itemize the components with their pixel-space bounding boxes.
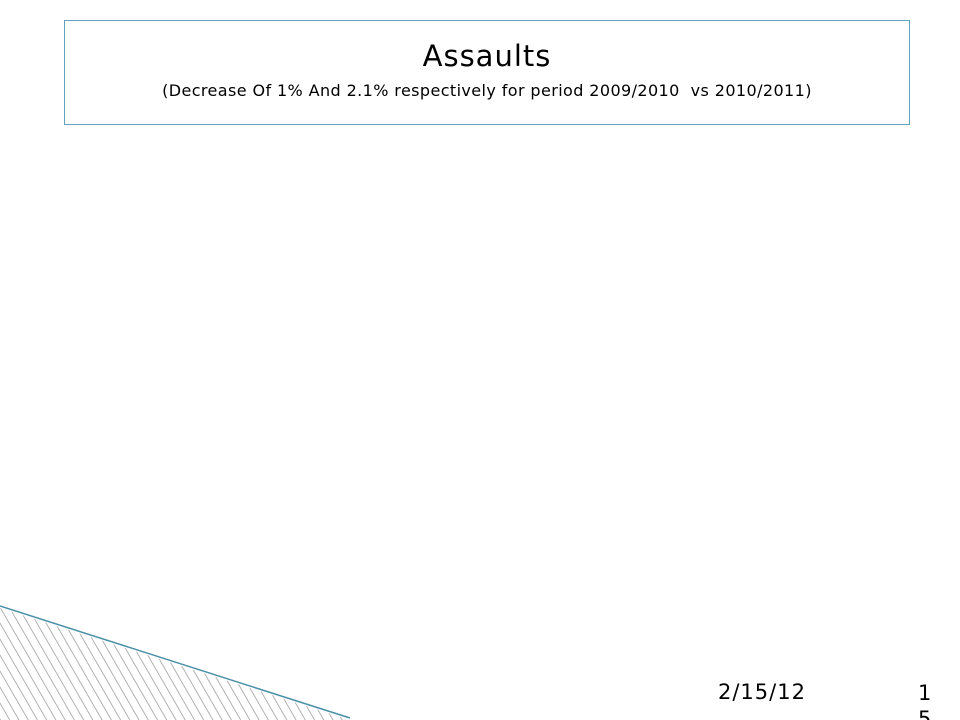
accent-line (0, 605, 351, 719)
footer-date: 2/15/12 (718, 680, 806, 704)
title: Assaults (422, 39, 552, 73)
page-number: 15 (918, 681, 932, 720)
hatch-area (0, 608, 350, 720)
subtitle: (Decrease Of 1% And 2.1% respectively fo… (162, 81, 812, 100)
title-box: Assaults (Decrease Of 1% And 2.1% respec… (64, 20, 910, 125)
